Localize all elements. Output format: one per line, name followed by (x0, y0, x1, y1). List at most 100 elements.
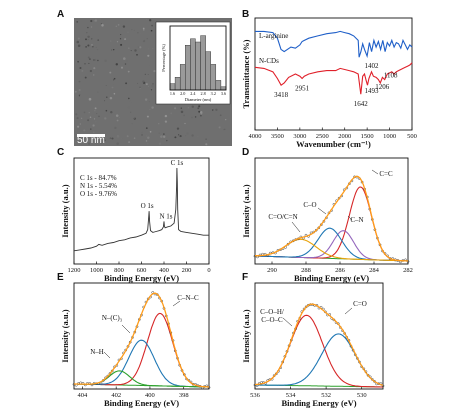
tem-particle (79, 67, 82, 69)
panel-f-label: F (242, 272, 248, 283)
tem-particle (205, 138, 207, 141)
tem-particle (94, 19, 98, 22)
y-axis-label: Transmittance (%) (241, 39, 251, 108)
panel-b-label: B (242, 9, 249, 20)
tem-particle (139, 32, 142, 35)
tem-particle (185, 135, 187, 137)
tem-particle (166, 139, 168, 142)
tem-particle (96, 113, 98, 115)
x-axis-label: Binding Energy (eV) (281, 398, 356, 408)
panel-e-frame (73, 282, 210, 390)
tem-particle (151, 24, 153, 27)
panel-f-frame (254, 282, 384, 390)
tem-particle (184, 122, 186, 125)
tem-particle (78, 95, 81, 97)
histogram-bar (195, 41, 201, 91)
x-tick-label: 400 (145, 392, 155, 399)
tem-particle (122, 25, 126, 28)
tem-particle (131, 123, 133, 125)
raw-data-point (366, 373, 370, 377)
tem-particle (93, 118, 96, 120)
tem-particle (97, 59, 99, 62)
tem-particle (74, 90, 77, 93)
survey-line (73, 167, 209, 252)
tem-particle (127, 31, 129, 33)
x-axis-label: Binding Energy (eV) (294, 273, 369, 283)
tem-particle (158, 132, 160, 134)
tem-particle (111, 137, 114, 140)
envelope-line (255, 175, 409, 262)
tem-particle (124, 63, 127, 65)
tem-particle (104, 100, 106, 102)
histogram-bar (179, 64, 186, 91)
tem-particle (88, 97, 92, 101)
tem-particle (147, 136, 150, 140)
tem-particle (96, 48, 99, 51)
panel-b: B 4000 3500 3000 2500 2000 1500 1000 500 Wavenum… (241, 9, 417, 149)
tem-particle (83, 111, 86, 114)
tem-particle (198, 110, 201, 113)
tem-particle (150, 29, 153, 32)
tem-particle (170, 112, 173, 115)
x-tick-label: 282 (403, 267, 413, 274)
tem-particle (113, 77, 116, 80)
tem-particle (104, 117, 107, 120)
tem-particle (174, 107, 177, 110)
tem-particle (139, 87, 142, 89)
tem-particle (100, 23, 102, 25)
tem-particle (104, 59, 107, 63)
tem-particle (215, 108, 218, 111)
tem-particle (105, 136, 108, 139)
tem-particle (223, 129, 225, 131)
tem-particle (134, 49, 137, 52)
tem-particle (109, 137, 112, 139)
ftir-plot: 4000 3500 3000 2500 2000 1500 1000 500 Wavenumbe… (241, 30, 417, 149)
tem-particle (142, 27, 145, 30)
tem-particle (110, 110, 113, 114)
tem-particle (120, 34, 122, 36)
panel-d: D 290 288 286 284 282 Binding Energy (eV) Inte… (241, 147, 413, 283)
tem-particle (147, 73, 149, 76)
label-leader (103, 351, 111, 359)
inset-x-ticks: 1.6 2.0 2.4 2.8 3.2 3.6 (170, 91, 226, 96)
inset-x-tick-label: 2.8 (200, 91, 205, 96)
histogram-bar (190, 38, 196, 91)
tem-particle (149, 19, 152, 22)
tem-particle (186, 132, 189, 135)
tem-particle (144, 98, 148, 101)
tem-particle (183, 114, 185, 117)
peak-annotation: 1642 (354, 100, 369, 108)
tem-particle (94, 58, 97, 62)
tem-particle (115, 114, 119, 117)
tem-particle (131, 29, 133, 31)
tem-particle (149, 109, 151, 110)
tem-particle (218, 126, 221, 129)
x-tick-label: 2500 (316, 133, 329, 140)
tem-particle (93, 67, 96, 70)
panel-b-frame (254, 17, 413, 131)
x-tick-label: 1200 (68, 267, 81, 274)
tem-particle (146, 19, 147, 20)
peak-annotation: 3418 (274, 91, 289, 99)
tem-particle (200, 114, 202, 117)
tem-particle (137, 46, 139, 48)
tem-particle (177, 128, 179, 130)
tem-particle (113, 92, 116, 95)
tem-particle (87, 38, 89, 41)
inset-y-label: Percentage (%) (161, 44, 166, 72)
tem-particle (81, 117, 83, 119)
tem-particle (92, 46, 94, 48)
tem-particle (93, 20, 95, 22)
tem-particle (146, 38, 148, 40)
peak-annotation: 1206 (375, 83, 390, 91)
histogram-bar (174, 76, 181, 91)
fit-peak-0 (254, 186, 409, 262)
tem-particle (94, 107, 97, 110)
tem-particle (127, 70, 130, 73)
tem-particle (191, 134, 194, 137)
scale-bar-label: 50 nm (77, 135, 105, 146)
tem-particle (88, 62, 90, 64)
tem-particle (97, 39, 100, 41)
